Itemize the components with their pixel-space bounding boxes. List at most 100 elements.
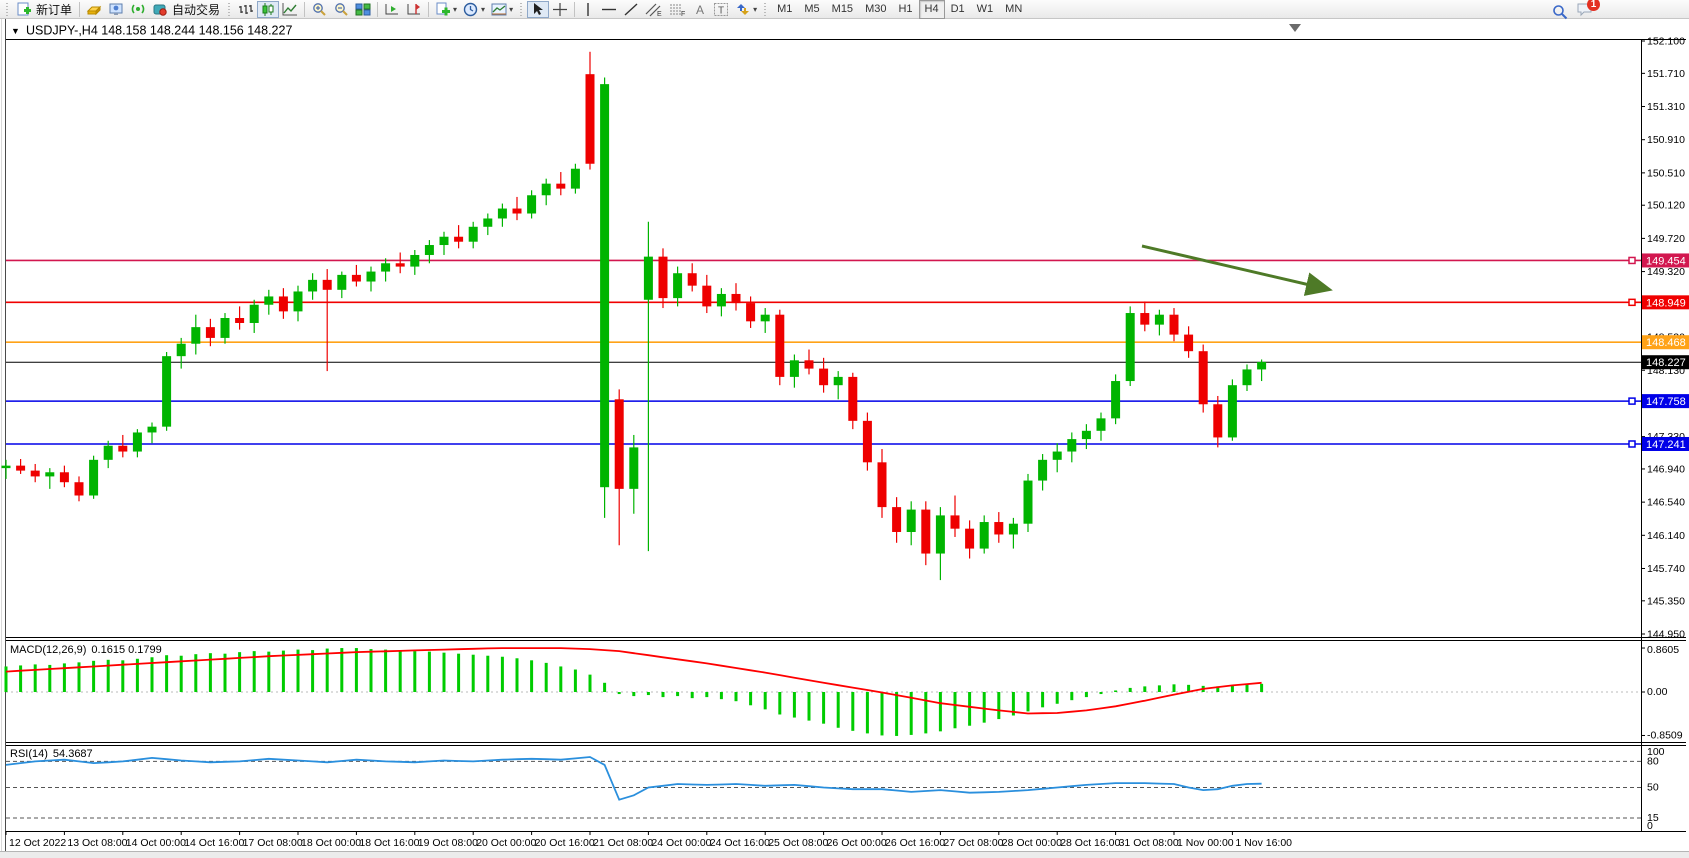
svg-text:31 Oct 08:00: 31 Oct 08:00 bbox=[1119, 837, 1179, 849]
svg-text:148.227: 148.227 bbox=[1646, 357, 1686, 369]
chat-button[interactable]: 1 bbox=[1576, 0, 1600, 22]
svg-text:100: 100 bbox=[1647, 746, 1665, 758]
arrows-button[interactable]: ▾ bbox=[732, 1, 760, 18]
vertical-line-icon bbox=[587, 2, 589, 16]
timeframe-w1[interactable]: W1 bbox=[976, 2, 994, 15]
svg-text:T: T bbox=[718, 5, 724, 16]
svg-text:21 Oct 08:00: 21 Oct 08:00 bbox=[593, 837, 653, 849]
svg-text:150.510: 150.510 bbox=[1647, 167, 1685, 179]
svg-text:151.710: 151.710 bbox=[1647, 68, 1685, 80]
timeframe-h1[interactable]: H1 bbox=[898, 2, 913, 15]
new-order-icon bbox=[17, 2, 31, 15]
timeframe-m30[interactable]: M30 bbox=[865, 2, 887, 15]
svg-text:27 Oct 08:00: 27 Oct 08:00 bbox=[943, 837, 1003, 849]
rsi-label: RSI(14) 54.3687 bbox=[10, 748, 93, 760]
autotrading-button[interactable] bbox=[149, 1, 171, 18]
new-chart-icon bbox=[436, 2, 451, 15]
trend-arrow-annotation[interactable] bbox=[1141, 244, 1333, 296]
line-handle[interactable] bbox=[1628, 256, 1636, 265]
vertical-line-button[interactable] bbox=[578, 1, 598, 18]
text-button[interactable]: A bbox=[690, 1, 710, 18]
tile-windows-button[interactable] bbox=[352, 1, 374, 18]
navigator-button[interactable] bbox=[127, 1, 149, 18]
search-icon[interactable] bbox=[1552, 4, 1568, 20]
periods-button[interactable]: ▾ bbox=[460, 1, 488, 18]
svg-text:151.310: 151.310 bbox=[1647, 101, 1685, 113]
svg-text:147.758: 147.758 bbox=[1646, 396, 1686, 408]
new-chart-button[interactable]: ▾ bbox=[432, 1, 460, 18]
chart-shift-marker[interactable] bbox=[1289, 24, 1301, 32]
svg-text:147.241: 147.241 bbox=[1646, 439, 1686, 451]
price-tag-147.758: 147.758 bbox=[1642, 394, 1689, 409]
timeframe-mn[interactable]: MN bbox=[1005, 2, 1023, 15]
candlesticks bbox=[1, 51, 1267, 581]
new-order-label[interactable]: 新订单 bbox=[36, 2, 73, 17]
macd-axis-labels: 0.8605 0.00 -0.8509 bbox=[1641, 644, 1683, 741]
line-handle[interactable] bbox=[1628, 397, 1636, 405]
svg-text:A: A bbox=[696, 3, 704, 17]
svg-text:144.950: 144.950 bbox=[1647, 629, 1685, 641]
timeframe-d1[interactable]: D1 bbox=[950, 2, 965, 15]
candlestick-chart-button[interactable] bbox=[257, 0, 280, 18]
trendline-button[interactable] bbox=[620, 1, 642, 18]
autotrading-icon bbox=[153, 4, 167, 16]
market-watch-icon bbox=[86, 5, 102, 15]
line-chart-button[interactable] bbox=[279, 1, 301, 18]
fibonacci-button[interactable]: F bbox=[666, 1, 690, 18]
toolbar-grip[interactable] bbox=[519, 2, 525, 16]
equidistant-channel-button[interactable]: E bbox=[642, 1, 666, 18]
timeframe-m1[interactable]: M1 bbox=[777, 2, 793, 15]
svg-text:1 Nov 00:00: 1 Nov 00:00 bbox=[1177, 837, 1234, 849]
line-handle[interactable] bbox=[1628, 440, 1636, 448]
svg-text:20 Oct 16:00: 20 Oct 16:00 bbox=[535, 837, 595, 849]
svg-text:18 Oct 16:00: 18 Oct 16:00 bbox=[359, 837, 419, 849]
clock-icon bbox=[463, 2, 478, 16]
chart-shift-icon bbox=[407, 3, 421, 14]
svg-text:13 Oct 08:00: 13 Oct 08:00 bbox=[67, 837, 127, 849]
svg-text:148.468: 148.468 bbox=[1646, 337, 1686, 349]
zoom-in-button[interactable] bbox=[308, 1, 330, 18]
bar-chart-button[interactable] bbox=[235, 1, 257, 18]
toolbar-separator bbox=[79, 1, 81, 17]
toolbar-grip[interactable] bbox=[227, 2, 233, 16]
chart-shift-button[interactable] bbox=[403, 1, 425, 18]
svg-text:24 Oct 00:00: 24 Oct 00:00 bbox=[651, 837, 711, 849]
horizontal-line-button[interactable] bbox=[598, 1, 620, 18]
text-label-button[interactable]: T bbox=[710, 1, 732, 18]
templates-button[interactable]: ▾ bbox=[488, 1, 516, 18]
svg-text:146.940: 146.940 bbox=[1647, 463, 1685, 475]
data-window-button[interactable] bbox=[105, 1, 127, 18]
status-strip bbox=[0, 852, 1689, 858]
market-watch-button[interactable] bbox=[83, 1, 105, 18]
chart-dropdown-arrow[interactable]: ▼ bbox=[11, 26, 20, 36]
text-icon: A bbox=[696, 3, 704, 17]
price-tag-148.468: 148.468 bbox=[1642, 335, 1689, 350]
svg-text:149.720: 149.720 bbox=[1647, 233, 1685, 245]
timeframe-m15[interactable]: M15 bbox=[831, 2, 854, 15]
data-window-icon bbox=[109, 3, 123, 15]
dropdown-arrow-icon: ▾ bbox=[753, 4, 758, 14]
svg-text:80: 80 bbox=[1647, 755, 1659, 767]
svg-text:150.910: 150.910 bbox=[1647, 134, 1685, 146]
timeframe-m5[interactable]: M5 bbox=[804, 2, 820, 15]
autotrading-label[interactable]: 自动交易 bbox=[172, 2, 221, 17]
cursor-button[interactable] bbox=[527, 0, 550, 18]
dropdown-arrow-icon: ▾ bbox=[509, 4, 514, 14]
trendline-icon bbox=[624, 2, 638, 16]
toolbar-grip[interactable] bbox=[763, 2, 769, 16]
crosshair-button[interactable] bbox=[549, 1, 571, 18]
fibonacci-icon: F bbox=[670, 4, 685, 17]
bar-chart-icon bbox=[239, 4, 254, 14]
svg-text:28 Oct 16:00: 28 Oct 16:00 bbox=[1060, 837, 1120, 849]
toolbar-separator bbox=[304, 1, 306, 17]
new-order-button[interactable] bbox=[13, 1, 35, 18]
toolbar-separator bbox=[428, 1, 430, 17]
auto-scroll-button[interactable] bbox=[381, 1, 403, 18]
toolbar-grip[interactable] bbox=[5, 2, 10, 16]
svg-text:14 Oct 16:00: 14 Oct 16:00 bbox=[184, 837, 244, 849]
svg-text:14 Oct 00:00: 14 Oct 00:00 bbox=[126, 837, 186, 849]
zoom-out-button[interactable] bbox=[330, 1, 352, 18]
timeframe-h4[interactable]: H4 bbox=[918, 0, 945, 19]
line-handle[interactable] bbox=[1628, 298, 1636, 307]
